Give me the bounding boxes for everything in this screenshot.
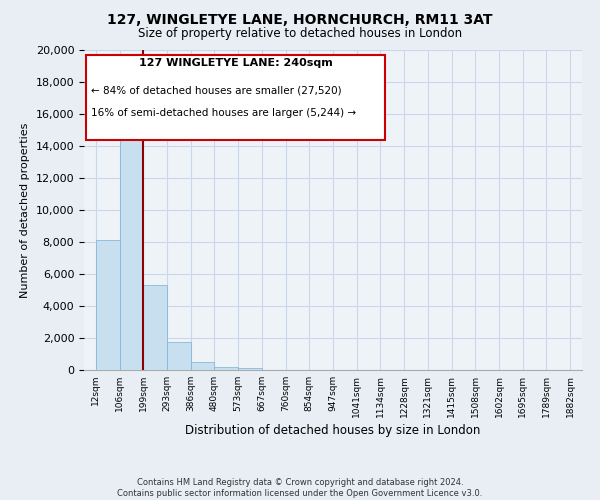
Text: 127 WINGLETYE LANE: 240sqm: 127 WINGLETYE LANE: 240sqm xyxy=(139,58,333,68)
Bar xyxy=(143,285,167,370)
Text: Size of property relative to detached houses in London: Size of property relative to detached ho… xyxy=(138,28,462,40)
Text: 16% of semi-detached houses are larger (5,244) →: 16% of semi-detached houses are larger (… xyxy=(91,108,356,118)
Text: Contains HM Land Registry data © Crown copyright and database right 2024.
Contai: Contains HM Land Registry data © Crown c… xyxy=(118,478,482,498)
X-axis label: Distribution of detached houses by size in London: Distribution of detached houses by size … xyxy=(185,424,481,437)
Text: ← 84% of detached houses are smaller (27,520): ← 84% of detached houses are smaller (27… xyxy=(91,85,342,95)
FancyBboxPatch shape xyxy=(86,55,385,140)
Bar xyxy=(191,362,214,370)
Bar xyxy=(96,240,119,370)
Bar xyxy=(119,106,143,370)
Text: 127, WINGLETYE LANE, HORNCHURCH, RM11 3AT: 127, WINGLETYE LANE, HORNCHURCH, RM11 3A… xyxy=(107,12,493,26)
Bar xyxy=(167,342,191,370)
Bar xyxy=(214,367,238,370)
Bar xyxy=(238,368,262,370)
Y-axis label: Number of detached properties: Number of detached properties xyxy=(20,122,30,298)
